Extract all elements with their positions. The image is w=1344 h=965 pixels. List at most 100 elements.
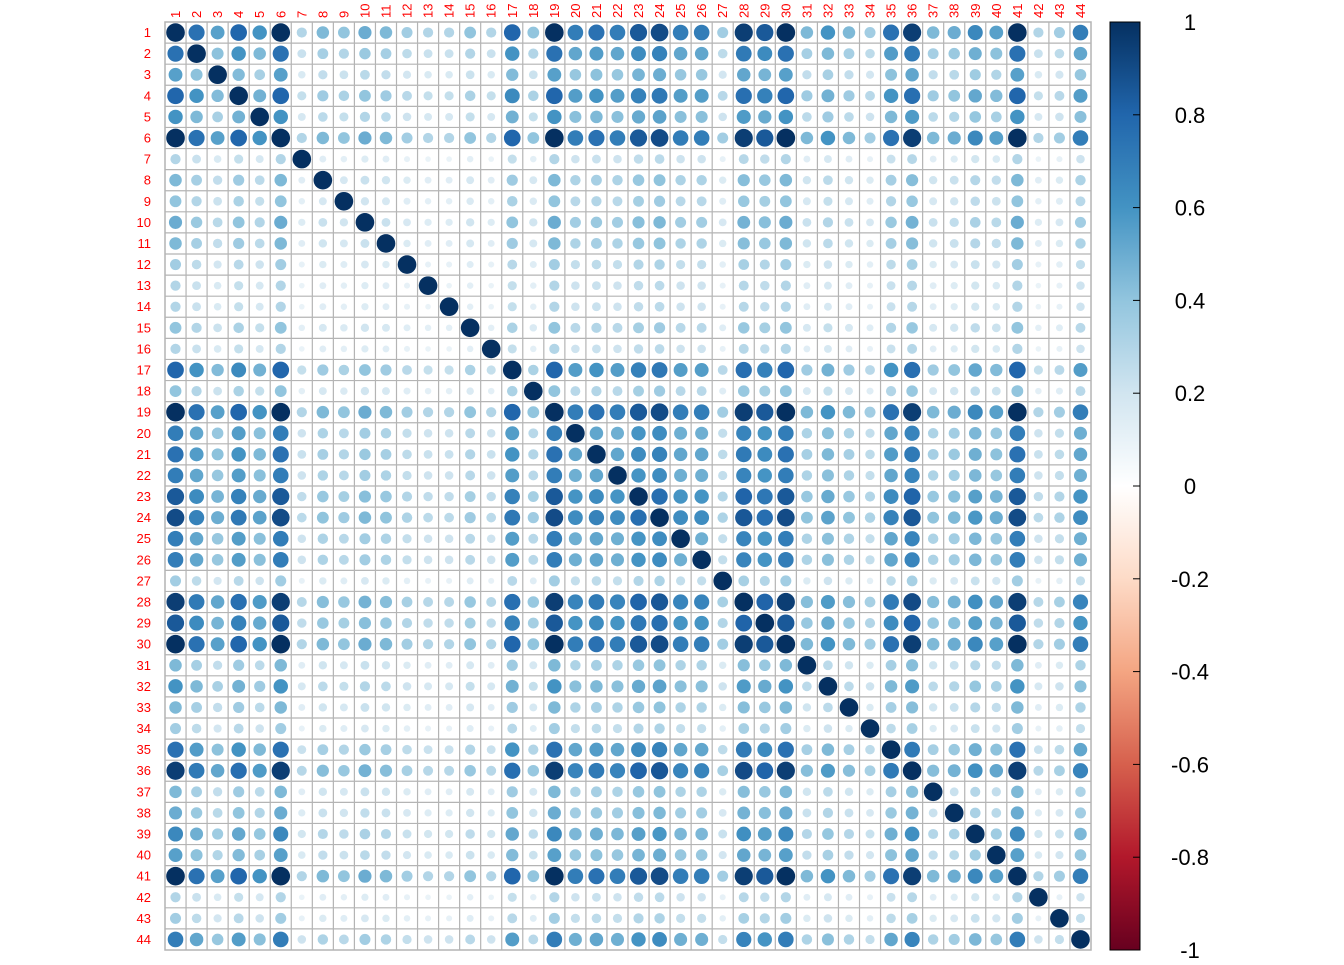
row-label: 2 xyxy=(144,46,151,61)
row-label: 39 xyxy=(137,827,151,842)
cell-44-3 xyxy=(211,933,224,946)
cell-10-23 xyxy=(632,216,645,229)
cell-19-12 xyxy=(401,406,413,418)
cell-27-32 xyxy=(823,576,833,586)
cell-35-35 xyxy=(881,740,901,759)
cell-23-24 xyxy=(651,488,668,505)
cell-16-25 xyxy=(676,344,685,354)
cell-27-26 xyxy=(697,576,707,586)
cell-23-36 xyxy=(903,488,921,505)
cell-19-30 xyxy=(776,402,796,422)
cell-44-28 xyxy=(736,931,752,948)
cell-9-1 xyxy=(169,195,182,208)
cell-4-22 xyxy=(610,88,625,103)
cell-32-11 xyxy=(381,681,391,692)
cell-22-20 xyxy=(568,468,582,482)
cell-15-10 xyxy=(360,323,370,332)
cell-32-28 xyxy=(736,679,751,694)
cell-38-31 xyxy=(802,808,812,818)
column-label: 22 xyxy=(610,4,625,18)
cell-21-16 xyxy=(486,449,496,459)
cell-14-34 xyxy=(867,303,874,310)
cell-36-5 xyxy=(252,763,267,778)
cell-14-41 xyxy=(1012,301,1023,312)
cell-21-14 xyxy=(444,449,454,459)
cell-10-3 xyxy=(212,217,223,228)
cell-41-44 xyxy=(1072,868,1089,884)
cell-9-37 xyxy=(929,197,938,206)
cell-39-8 xyxy=(317,828,328,840)
cell-1-15 xyxy=(464,26,477,39)
cell-32-24 xyxy=(652,679,667,694)
cell-18-16 xyxy=(487,387,495,395)
cell-10-4 xyxy=(232,216,245,229)
cell-17-22 xyxy=(610,363,625,377)
column-label: 42 xyxy=(1031,4,1046,18)
column-label: 18 xyxy=(526,4,541,18)
cell-10-29 xyxy=(758,216,771,229)
cell-10-38 xyxy=(949,217,959,228)
cell-20-24 xyxy=(652,425,667,441)
cell-42-9 xyxy=(340,894,348,901)
cell-28-39 xyxy=(967,594,983,610)
cell-30-28 xyxy=(734,635,753,654)
cell-25-25 xyxy=(671,529,690,549)
cell-7-38 xyxy=(950,155,958,163)
cell-19-33 xyxy=(842,405,856,419)
cell-24-1 xyxy=(166,508,185,527)
cell-3-10 xyxy=(360,69,370,80)
cell-13-14 xyxy=(446,282,452,289)
cell-11-39 xyxy=(970,238,981,249)
cell-14-20 xyxy=(571,302,580,312)
cell-31-40 xyxy=(991,660,1001,670)
cell-11-43 xyxy=(1055,239,1064,248)
cell-12-15 xyxy=(466,261,474,269)
cell-33-15 xyxy=(466,703,475,712)
cell-10-42 xyxy=(1034,218,1042,226)
row-label: 15 xyxy=(137,320,151,335)
cell-26-19 xyxy=(546,552,563,568)
cell-3-42 xyxy=(1034,70,1043,79)
cell-43-27 xyxy=(719,915,726,922)
cell-40-3 xyxy=(212,849,223,861)
cell-32-35 xyxy=(884,680,898,693)
cell-11-34 xyxy=(866,239,874,248)
cell-26-36 xyxy=(904,552,920,568)
cell-19-24 xyxy=(650,403,669,422)
cell-42-34 xyxy=(867,894,874,901)
cell-17-40 xyxy=(990,363,1003,377)
cell-8-32 xyxy=(823,175,833,186)
cell-14-39 xyxy=(971,302,980,311)
cell-30-15 xyxy=(464,638,477,651)
cell-24-36 xyxy=(903,509,921,527)
cell-5-14 xyxy=(445,112,454,121)
cell-37-23 xyxy=(632,786,645,798)
cell-15-12 xyxy=(403,324,411,332)
cell-2-15 xyxy=(465,48,476,59)
cell-40-40 xyxy=(986,845,1006,865)
cell-38-29 xyxy=(758,806,771,819)
cell-34-42 xyxy=(1035,725,1042,732)
cell-12-29 xyxy=(759,259,770,270)
cell-20-19 xyxy=(546,425,563,442)
cell-21-5 xyxy=(253,448,266,461)
cell-34-35 xyxy=(886,723,896,734)
cell-29-44 xyxy=(1073,615,1088,631)
cell-43-21 xyxy=(591,913,602,924)
cell-43-39 xyxy=(970,913,980,923)
cell-6-44 xyxy=(1072,130,1089,146)
cell-27-19 xyxy=(548,575,560,587)
cell-5-33 xyxy=(844,112,854,122)
cell-9-6 xyxy=(274,195,287,208)
row-label: 41 xyxy=(137,869,151,884)
cell-27-3 xyxy=(213,576,222,585)
cell-12-18 xyxy=(529,261,537,269)
cell-30-4 xyxy=(230,635,247,653)
cell-27-33 xyxy=(845,577,853,585)
cell-41-2 xyxy=(188,868,205,885)
cell-24-26 xyxy=(694,510,710,526)
row-label: 16 xyxy=(137,341,151,356)
cell-42-31 xyxy=(803,893,811,901)
cell-12-11 xyxy=(382,260,390,269)
cell-1-17 xyxy=(503,24,521,41)
